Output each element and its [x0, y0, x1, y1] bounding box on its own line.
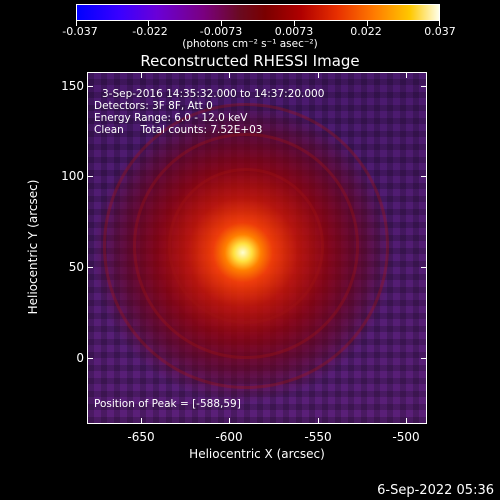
- x-axis-title: Heliocentric X (arcsec): [189, 447, 325, 461]
- x-tick: [141, 72, 142, 78]
- y-axis-title: Heliocentric Y (arcsec): [26, 179, 40, 315]
- colorbar-tick: [148, 21, 149, 26]
- footer-date: 6-Sep-2022 05:36: [377, 483, 494, 498]
- x-tick: [229, 418, 230, 424]
- colorbar-tick: [221, 21, 222, 26]
- x-tick-label: -550: [304, 430, 332, 444]
- y-tick: [421, 267, 427, 268]
- x-tick-label: -650: [127, 430, 155, 444]
- x-tick: [229, 72, 230, 78]
- x-tick-label: -600: [215, 430, 243, 444]
- x-tick: [141, 418, 142, 424]
- image-title: Reconstructed RHESSI Image: [140, 52, 360, 70]
- y-tick: [421, 358, 427, 359]
- energy-range: Energy Range: 6.0 - 12.0 keV: [94, 112, 248, 124]
- y-tick: [421, 86, 427, 87]
- colorbar-tick-label: 0.0073: [274, 25, 314, 38]
- image-ring: [103, 103, 389, 389]
- colorbar-tick: [76, 21, 77, 26]
- x-tick-label: -500: [392, 430, 420, 444]
- y-tick-label: 0: [76, 351, 84, 365]
- colorbar-tick: [294, 21, 295, 26]
- colorbar-tick-label: -0.022: [132, 25, 168, 38]
- colorbar: [76, 4, 440, 21]
- x-tick: [318, 418, 319, 424]
- x-tick: [406, 72, 407, 78]
- x-tick: [318, 72, 319, 78]
- y-tick: [87, 86, 93, 87]
- colorbar-tick: [367, 21, 368, 26]
- y-tick-label: 100: [61, 169, 84, 183]
- y-tick: [421, 176, 427, 177]
- colorbar-tick-label: 0.022: [350, 25, 382, 38]
- colorbar-units: (photons cm⁻² s⁻¹ asec⁻²): [182, 38, 318, 50]
- peak-position: Position of Peak = [-588,59]: [94, 398, 241, 410]
- colorbar-tick-label: -0.0073: [199, 25, 243, 38]
- y-tick-label: 50: [68, 260, 84, 274]
- y-tick: [87, 358, 93, 359]
- x-tick: [406, 418, 407, 424]
- rhessi-image: [87, 72, 427, 424]
- y-tick: [87, 176, 93, 177]
- time-range: 3-Sep-2016 14:35:32.000 to 14:37:20.000: [102, 88, 325, 100]
- detectors: Detectors: 3F 8F, Att 0: [94, 100, 213, 112]
- colorbar-tick-label: -0.037: [62, 25, 98, 38]
- colorbar-tick-label: 0.037: [424, 25, 456, 38]
- y-tick: [87, 267, 93, 268]
- clean-total-counts: Clean Total counts: 7.52E+03: [94, 124, 263, 136]
- y-tick-label: 150: [61, 79, 84, 93]
- colorbar-tick: [439, 21, 440, 26]
